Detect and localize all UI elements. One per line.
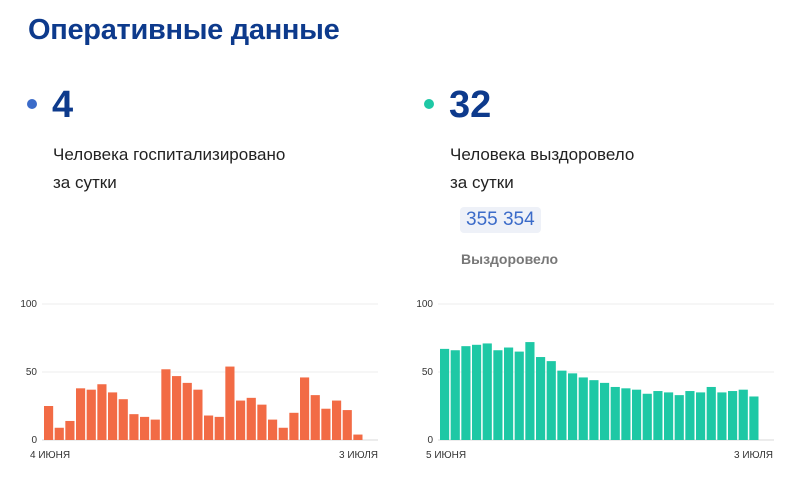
chart2-bar (738, 389, 748, 440)
chart1-xlabel-end: 3 ИЮЛЯ (339, 450, 378, 461)
chart1-bar (353, 434, 363, 440)
chart1-bar (86, 389, 96, 440)
chart2-bar (536, 357, 546, 440)
chart1-bar (214, 416, 224, 440)
recovered-total-label: Выздоровело (461, 251, 559, 267)
chart1-bar (76, 388, 86, 440)
chart1-bar (332, 400, 342, 440)
chart2-ytick-label: 50 (422, 367, 434, 378)
chart1-bar (257, 404, 267, 440)
hospitalized-dot-icon (27, 99, 37, 109)
chart2-bar (653, 391, 663, 440)
chart1-bar (108, 392, 118, 440)
recovered-label-line2: за сутки (450, 173, 514, 192)
chart2-bar (589, 380, 599, 440)
chart1-bar (342, 410, 352, 440)
chart1-ytick-label: 50 (26, 367, 38, 378)
chart2-bar (728, 391, 738, 440)
chart1-bar (161, 369, 171, 440)
chart2-bar (749, 396, 759, 440)
chart1-bar (204, 415, 214, 440)
chart2-bar (674, 395, 684, 440)
recovered-label-line1: Человека выздоровело (450, 145, 635, 164)
chart2-xlabel-start: 5 ИЮНЯ (426, 450, 466, 461)
chart2-bar (504, 347, 514, 440)
chart1-bar (193, 389, 203, 440)
chart1-bar (300, 377, 310, 440)
chart2-bar (482, 343, 492, 440)
chart2-bar (461, 346, 471, 440)
chart1-bar (246, 397, 256, 440)
chart1-bar (129, 414, 139, 440)
chart2-bar (632, 389, 642, 440)
chart2-bar (525, 342, 535, 440)
chart1-bar (140, 416, 150, 440)
chart2-bar (600, 382, 610, 440)
chart1-bar (289, 412, 299, 440)
chart1-bar (54, 427, 64, 440)
chart2-bar (696, 392, 706, 440)
hospitalized-label-line2: за сутки (53, 173, 117, 192)
chart2-bar (440, 348, 450, 440)
chart1-bar (44, 406, 54, 440)
chart1-xlabel-start: 4 ИЮНЯ (30, 450, 70, 461)
chart1-ytick-label: 0 (31, 435, 37, 446)
chart1-bar (65, 420, 75, 440)
chart2-bar (621, 388, 631, 440)
recovered-dot-icon (424, 99, 434, 109)
hospitalized-count: 4 (52, 84, 74, 126)
recovered-count: 32 (449, 84, 492, 126)
chart1-bar (268, 419, 278, 440)
chart1-bar (236, 400, 246, 440)
chart1-bar (225, 366, 235, 440)
chart2-ytick-label: 0 (427, 435, 433, 446)
recovered-total-value: 355 354 (460, 207, 541, 233)
chart1-bar (310, 395, 320, 440)
chart2-xlabel-end: 3 ИЮЛЯ (734, 450, 773, 461)
chart2-bar (706, 386, 716, 440)
chart1-bar (150, 419, 160, 440)
chart2-bar (514, 351, 524, 440)
chart1-bar (182, 382, 192, 440)
chart2-ytick-label: 100 (416, 299, 433, 310)
chart2-bar (610, 386, 620, 440)
chart1-bar (118, 399, 128, 440)
chart1-bar (172, 376, 182, 440)
chart2-bar (472, 344, 482, 440)
hospitalized-label-line1: Человека госпитализировано (53, 145, 286, 164)
chart2-bar (493, 350, 503, 440)
chart2-bar (568, 373, 578, 440)
chart2-bar (450, 350, 460, 440)
chart2-bar (642, 393, 652, 440)
chart2-bar (664, 392, 674, 440)
chart1-bar (321, 408, 331, 440)
chart1-ytick-label: 100 (20, 299, 37, 310)
chart2-bar (557, 370, 567, 440)
chart1-bar (278, 427, 288, 440)
page-title: Оперативные данные (28, 14, 340, 46)
chart1-bar (97, 384, 107, 440)
chart2-bar (578, 377, 588, 440)
chart2-bar (685, 391, 695, 440)
chart2-bar (717, 392, 727, 440)
chart2-bar (546, 361, 556, 440)
